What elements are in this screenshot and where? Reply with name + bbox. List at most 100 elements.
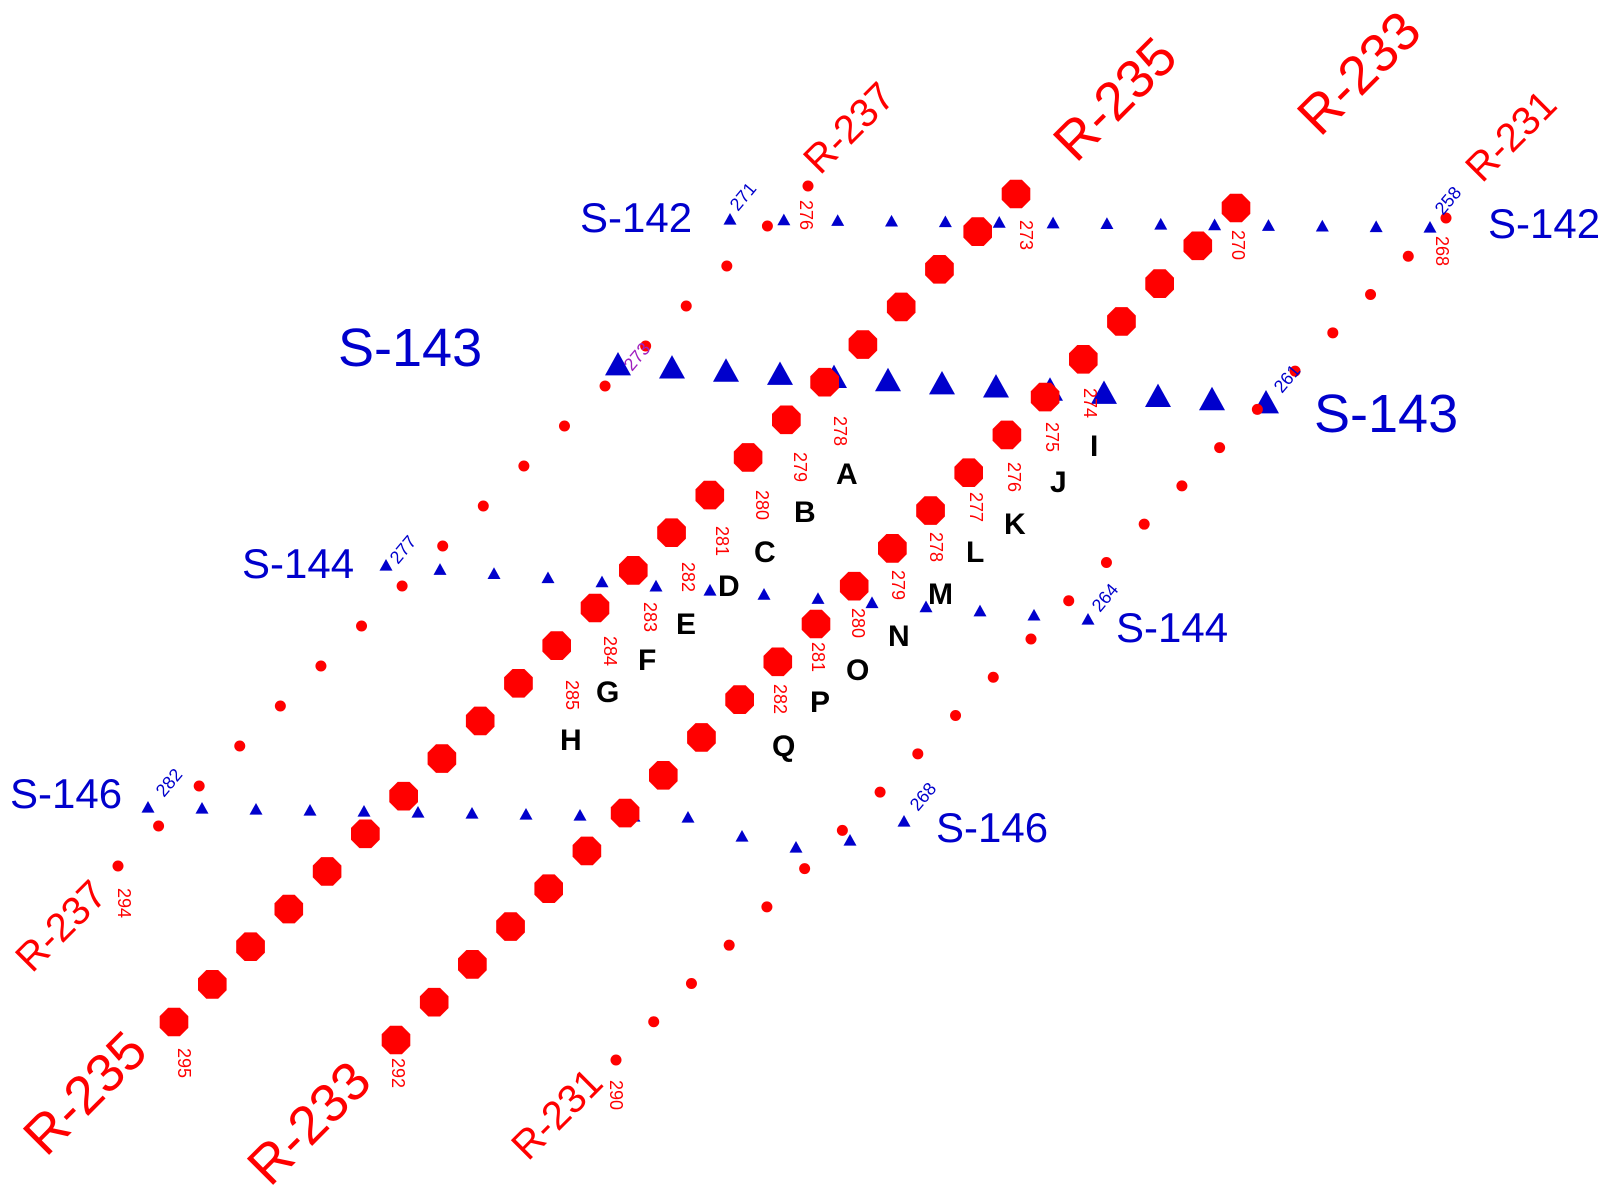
point-letter-d: D [718,570,740,603]
source-station-s144 [973,604,987,617]
receiver-line-label-r231-top: R-231 [1457,82,1565,190]
receiver-station-r233 [458,950,487,979]
source-station-s144 [487,567,501,579]
receiver-station-r237 [680,300,692,312]
receiver-station-r237 [640,340,652,352]
receiver-station-r233 [1030,382,1060,412]
source-station-s146 [249,802,263,815]
source-station-s146 [195,801,209,814]
receiver-station-r231 [1440,212,1452,224]
source-station-s144 [433,563,447,575]
receiver-line-label-r231-bottom: R-231 [503,1060,611,1168]
receiver-station-r231 [836,824,848,836]
receiver-line-label-r237-bottom: R-237 [7,872,115,980]
source-station-s144 [541,571,555,584]
point-letter-m: M [928,578,953,611]
receiver-station-number: 292 [388,1058,408,1088]
receiver-station-r231 [1176,480,1188,492]
receiver-station-r237 [315,660,327,672]
receiver-line-label-r235-bottom: R-235 [12,1020,158,1166]
source-station-s144 [919,600,933,613]
receiver-station-r237 [761,220,773,232]
point-letter-n: N [888,620,910,653]
receiver-station-r237 [356,620,368,632]
receiver-station-number: 268 [1432,236,1452,266]
point-station-j: 275 [1042,422,1062,452]
receiver-station-r231 [1214,442,1226,454]
receiver-line-label-r233-bottom: R-233 [236,1050,382,1193]
receiver-station-r233 [878,534,907,563]
source-station-s142 [1261,219,1275,231]
point-station-p: 281 [808,642,828,672]
receiver-station-r233 [916,496,945,525]
receiver-station-r237 [274,700,286,712]
source-station-s143 [1199,386,1225,411]
point-station-e: 282 [678,562,698,592]
receiver-station-r231 [799,863,811,875]
point-letter-l: L [966,536,984,569]
point-station-n: 279 [888,570,908,600]
receiver-station-r233 [687,723,716,752]
source-station-s146 [303,803,317,816]
receiver-station-number: 276 [796,200,816,230]
source-line-label-s143-right: S-143 [1314,384,1458,444]
receiver-station-r235 [351,819,380,849]
receiver-station-r231 [1025,633,1037,645]
source-station-s142 [1154,217,1168,230]
receiver-station-r231 [912,748,924,760]
receiver-station-r231 [648,1016,660,1028]
receiver-station-r235 [389,781,418,811]
receiver-station-number: 295 [174,1048,194,1078]
receiver-station-number: 290 [606,1080,626,1110]
source-station-s144 [757,588,771,600]
receiver-station-r235 [925,255,954,284]
receiver-station-r233 [496,912,525,941]
point-letter-k: K [1004,508,1026,541]
point-station-f: 283 [640,602,660,632]
receiver-station-r233 [763,647,793,677]
source-line-label-s142-right: S-142 [1488,200,1600,247]
source-station-s142 [777,213,791,226]
source-station-s142 [1369,220,1383,233]
receiver-station-r231 [1138,518,1150,530]
receiver-line-label-r233-top: R-233 [1286,0,1432,146]
point-letter-j: J [1050,466,1067,499]
source-station-s146 [843,833,857,846]
point-station-b: 279 [790,452,810,482]
receiver-line-label-r237-top: R-237 [795,74,903,182]
receiver-station-r231 [874,786,886,798]
source-station-s144 [1027,608,1041,621]
source-station-s142 [1046,216,1060,229]
source-station-s146 [141,800,155,813]
receiver-station-r235 [274,894,304,924]
receiver-station-r235 [733,443,763,472]
receiver-station-r235 [657,518,686,547]
source-station-s142 [1423,220,1437,233]
receiver-station-number: 294 [114,888,134,918]
source-station-number: 271 [726,179,761,215]
source-station-s146 [789,840,803,853]
receiver-station-r237 [193,780,205,792]
source-line-label-s146-left: S-146 [10,770,122,817]
source-station-s146 [357,804,371,817]
receiver-station-r231 [987,671,999,683]
source-station-s142 [831,214,845,226]
receiver-station-r233 [954,458,983,487]
source-station-s146 [519,807,533,820]
source-station-s146 [897,814,911,827]
source-station-number: 258 [1431,183,1466,219]
receiver-station-r231 [723,939,735,951]
labelled-points: 278 A 279 B 280 C 281 D 282 E 283 F 284 … [560,388,1100,763]
receiver-station-r233 [992,420,1022,450]
source-station-s142 [1315,219,1329,232]
receiver-station-number: 273 [1016,220,1036,250]
source-station-s144 [811,592,825,604]
receiver-station-r237 [396,580,408,592]
source-station-s146 [411,805,425,818]
source-station-s146 [465,806,479,819]
receiver-station-r233 [572,836,602,866]
point-letter-h: H [560,724,582,757]
source-station-s143 [929,370,955,395]
receiver-station-r235 [695,480,725,510]
receiver-station-r235 [159,1007,189,1037]
